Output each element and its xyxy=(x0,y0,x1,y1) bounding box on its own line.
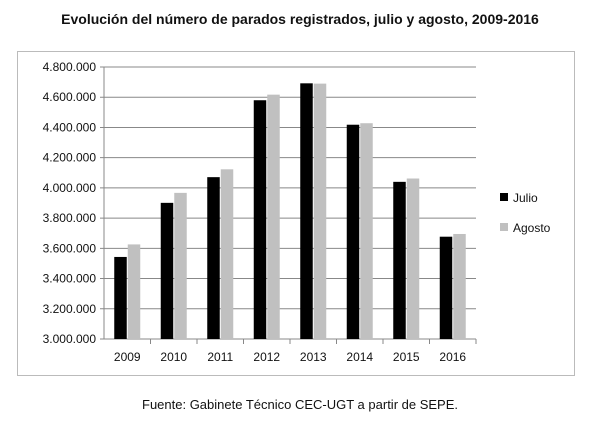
bar-julio-2013 xyxy=(300,83,313,339)
x-tick-label: 2012 xyxy=(253,350,280,364)
bar-agosto-2010 xyxy=(174,192,187,339)
bar-julio-2016 xyxy=(439,236,453,339)
chart-source: Fuente: Gabinete Técnico CEC-UGT a parti… xyxy=(142,397,458,412)
x-tick-label: 2014 xyxy=(346,350,373,364)
y-tick-label: 3.600.000 xyxy=(43,241,97,255)
bar-julio-2010 xyxy=(160,202,174,339)
y-tick-label: 4.600.000 xyxy=(43,90,97,104)
y-tick-label: 4.200.000 xyxy=(43,151,97,165)
y-tick-label: 4.400.000 xyxy=(43,120,97,134)
legend-label-julio: Julio xyxy=(513,191,538,205)
bar-julio-2012 xyxy=(253,100,267,339)
x-tick-label: 2010 xyxy=(160,350,187,364)
x-tick-label: 2011 xyxy=(207,350,233,364)
chart-frame xyxy=(17,51,575,376)
bar-julio-2015 xyxy=(393,181,406,339)
y-tick-label: 3.400.000 xyxy=(43,272,97,286)
y-tick-label: 3.200.000 xyxy=(43,302,97,316)
chart-title: Evolución del número de parados registra… xyxy=(61,11,539,27)
legend-label-agosto: Agosto xyxy=(513,221,551,235)
bar-julio-2009 xyxy=(114,256,127,339)
legend-swatch-julio xyxy=(500,193,508,201)
bar-julio-2014 xyxy=(346,124,360,339)
x-tick-label: 2015 xyxy=(393,350,420,364)
bar-agosto-2011 xyxy=(220,169,234,339)
bar-agosto-2016 xyxy=(453,233,466,339)
legend-swatch-agosto xyxy=(500,223,508,231)
bar-agosto-2012 xyxy=(267,94,280,339)
x-tick-label: 2016 xyxy=(439,350,466,364)
x-tick-label: 2009 xyxy=(114,350,141,364)
bar-agosto-2015 xyxy=(406,178,420,339)
bar-agosto-2014 xyxy=(360,123,373,339)
y-tick-label: 4.800.000 xyxy=(43,60,97,74)
y-tick-label: 3.800.000 xyxy=(43,211,97,225)
bar-agosto-2013 xyxy=(313,83,327,339)
y-tick-label: 4.000.000 xyxy=(43,181,97,195)
bar-agosto-2009 xyxy=(127,244,141,339)
x-tick-label: 2013 xyxy=(300,350,327,364)
y-tick-label: 3.000.000 xyxy=(43,332,97,346)
bar-julio-2011 xyxy=(207,177,220,339)
